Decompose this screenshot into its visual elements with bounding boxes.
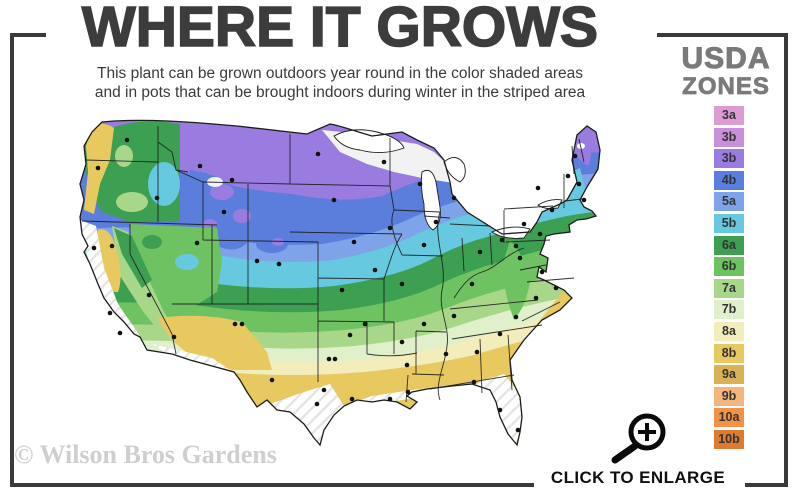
frame-top-right <box>657 33 788 37</box>
legend-zone-4b: 4b <box>714 170 744 190</box>
frame-bottom-right <box>745 483 788 487</box>
legend-zone-3b: 3b <box>714 127 744 147</box>
legend-zone-9a: 9a <box>714 365 744 385</box>
us-outline <box>79 119 601 447</box>
magnifier-icon[interactable] <box>608 408 678 464</box>
legend-title: USDA ZONES <box>664 42 788 101</box>
legend-zone-8b: 8b <box>714 343 744 363</box>
subtitle-line-1: This plant can be grown outdoors year ro… <box>97 65 583 82</box>
subtitle: This plant can be grown outdoors year ro… <box>40 64 640 102</box>
legend-zone-5b: 5b <box>714 213 744 233</box>
legend-zone-3a: 3a <box>714 106 744 125</box>
subtitle-line-2: and in pots that can be brought indoors … <box>94 84 586 101</box>
state-borders <box>81 126 585 403</box>
legend-zone-6b: 6b <box>714 257 744 277</box>
legend-zone-7b: 7b <box>714 300 744 320</box>
legend-zones: 3a 3b 3b 4b 5a 5b 6a 6b 7a 7b 8a 8b 9a 9b 10a 10b <box>714 106 744 449</box>
usda-zone-map[interactable] <box>72 112 647 457</box>
legend-zone-8a: 8a <box>714 321 744 341</box>
legend-title-usda: USDA <box>681 42 771 76</box>
frame-right <box>784 33 788 487</box>
legend-zone-5a: 5a <box>714 192 744 212</box>
legend-zone-10a: 10a <box>714 408 744 428</box>
frame-top-left <box>10 33 46 37</box>
legend-zone-10b: 10b <box>714 429 744 449</box>
watermark: © Wilson Bros Gardens <box>14 440 277 469</box>
legend-title-zones: ZONES <box>682 73 770 101</box>
legend-zone-3b: 3b <box>714 149 744 169</box>
legend-zone-9b: 9b <box>714 386 744 406</box>
frame-left <box>10 33 14 487</box>
click-to-enlarge-label[interactable]: CLICK TO ENLARGE <box>550 468 726 487</box>
legend-zone-6a: 6a <box>714 235 744 255</box>
frame-bottom-left <box>10 483 534 487</box>
legend-zone-7a: 7a <box>714 278 744 298</box>
page-title: WHERE IT GROWS <box>81 0 599 60</box>
city-dots <box>91 137 587 433</box>
